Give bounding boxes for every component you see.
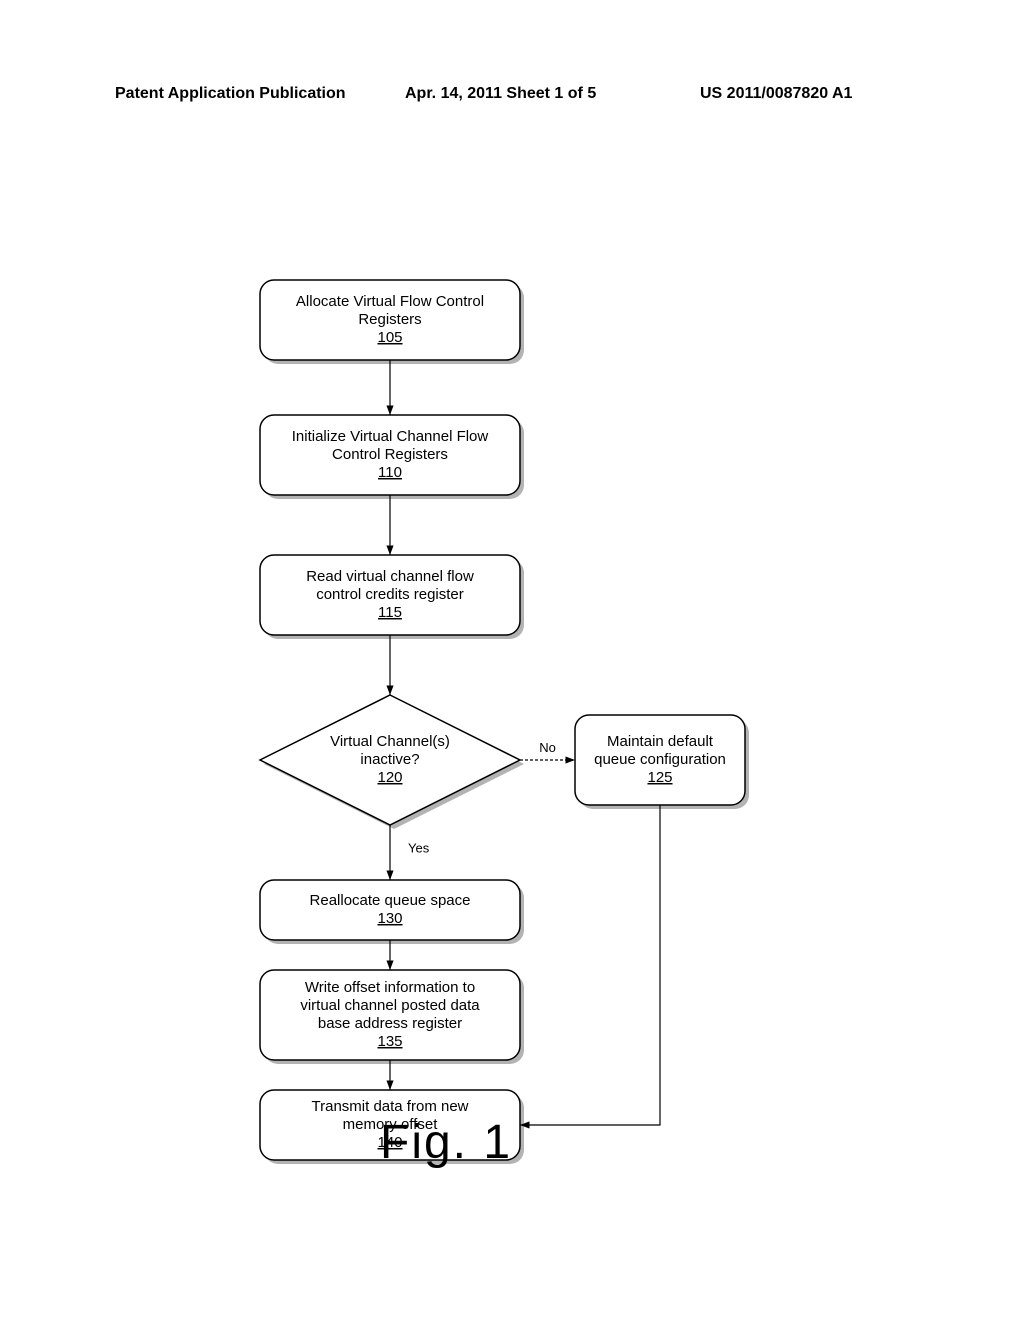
svg-text:Registers: Registers [358,311,421,328]
svg-text:base address register: base address register [318,1015,462,1032]
svg-text:Reallocate queue space: Reallocate queue space [310,892,471,909]
header-left: Patent Application Publication [115,85,346,103]
svg-text:105: 105 [377,329,402,346]
svg-text:Yes: Yes [408,841,430,856]
svg-text:115: 115 [378,604,402,621]
svg-text:Maintain default: Maintain default [607,733,714,750]
flowchart-diagram: Allocate Virtual Flow ControlRegisters10… [0,140,1024,1240]
svg-text:125: 125 [647,769,672,786]
svg-text:No: No [539,740,556,755]
header-center: Apr. 14, 2011 Sheet 1 of 5 [405,85,596,103]
svg-text:130: 130 [377,910,402,927]
svg-text:Read virtual channel flow: Read virtual channel flow [306,568,474,585]
svg-text:Control Registers: Control Registers [332,446,448,463]
figure-label: Fig. 1 [380,1115,512,1170]
svg-text:inactive?: inactive? [360,751,419,768]
svg-text:control credits register: control credits register [316,586,464,603]
svg-text:Write offset information to: Write offset information to [305,979,475,996]
svg-text:Initialize Virtual Channel Flo: Initialize Virtual Channel Flow [292,428,489,445]
flowchart-svg: Allocate Virtual Flow ControlRegisters10… [0,140,1024,1240]
svg-text:queue configuration: queue configuration [594,751,726,768]
svg-text:135: 135 [377,1033,402,1050]
svg-text:110: 110 [378,464,402,481]
svg-text:120: 120 [377,769,402,786]
header-right: US 2011/0087820 A1 [700,85,852,103]
svg-text:Virtual Channel(s): Virtual Channel(s) [330,733,450,750]
svg-text:Transmit data from new: Transmit data from new [312,1098,469,1115]
svg-text:virtual channel posted data: virtual channel posted data [300,997,480,1014]
svg-text:Allocate Virtual Flow Control: Allocate Virtual Flow Control [296,293,484,310]
